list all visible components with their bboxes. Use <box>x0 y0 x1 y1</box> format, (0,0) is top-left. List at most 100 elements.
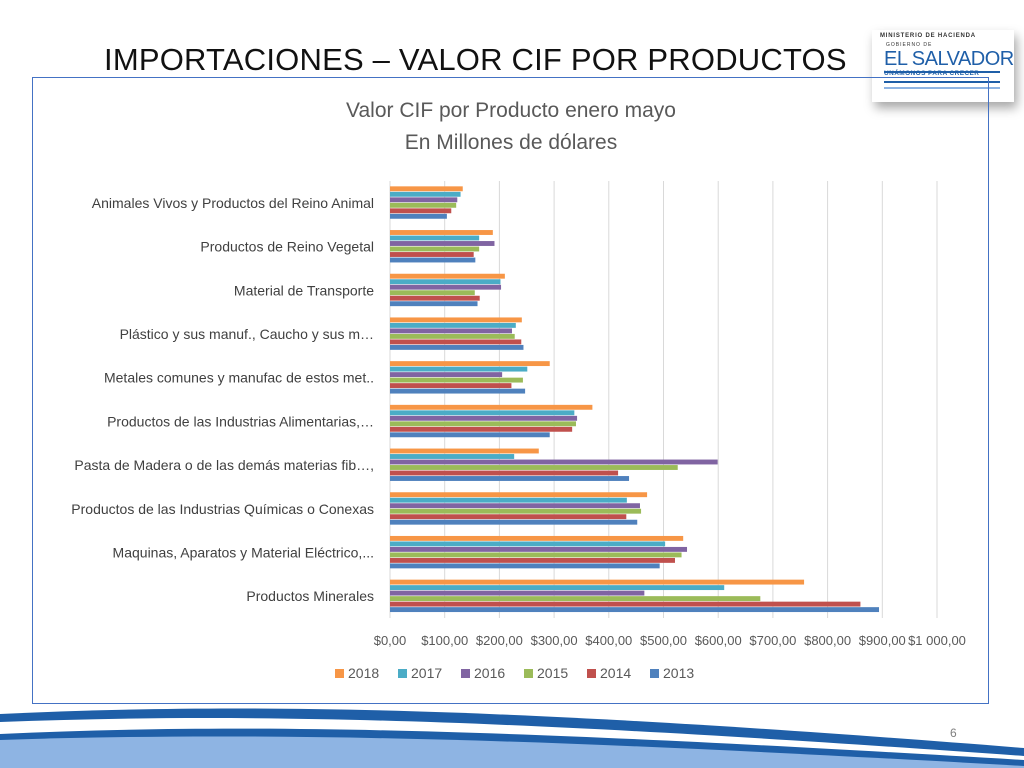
bar-2017 <box>390 279 501 285</box>
bar-2014 <box>390 208 452 214</box>
bar-2014 <box>390 252 474 257</box>
legend-label-2017: 2017 <box>411 665 442 681</box>
category-label: Productos de las Industrias Químicas o C… <box>71 501 374 517</box>
bar-2018 <box>390 579 805 585</box>
bar-2017 <box>390 497 627 503</box>
bar-2017 <box>390 410 575 416</box>
bar-2017 <box>390 366 528 372</box>
x-tick-label: $400,00 <box>585 633 632 648</box>
chart-title: Valor CIF por Producto enero mayo <box>346 99 676 122</box>
bar-2015 <box>390 508 642 514</box>
bar-2016 <box>390 546 688 552</box>
ministry-logo: MINISTERIO DE HACIENDA GOBIERNO DE EL SA… <box>872 30 1014 102</box>
chart-frame: Valor CIF por Producto enero mayo En Mill… <box>32 77 989 704</box>
bar-2017 <box>390 541 666 547</box>
bar-2017 <box>390 454 515 459</box>
x-tick-label: $500,00 <box>640 633 687 648</box>
bar-2014 <box>390 514 627 520</box>
bar-2013 <box>390 563 660 569</box>
bar-2018 <box>390 448 539 454</box>
x-tick-label: $200,00 <box>476 633 523 648</box>
logo-ministry-text: MINISTERIO DE HACIENDA <box>880 33 976 39</box>
bar-2015 <box>390 596 761 602</box>
logo-motto-text: UNÁMONOS PARA CRECER <box>884 70 980 77</box>
bar-2016 <box>390 590 645 596</box>
category-label: Material de Transporte <box>234 282 374 298</box>
logo-stripe <box>884 87 1000 89</box>
bar-2015 <box>390 377 523 383</box>
bar-2018 <box>390 186 463 192</box>
bar-2013 <box>390 301 478 307</box>
legend-swatch-2013 <box>650 669 659 678</box>
bar-2018 <box>390 273 505 279</box>
bar-2016 <box>390 372 503 378</box>
bar-2018 <box>390 361 550 367</box>
category-label: Productos de Reino Vegetal <box>200 239 374 255</box>
page-number: 6 <box>950 726 957 740</box>
bar-2013 <box>390 607 880 613</box>
bar-2018 <box>390 404 593 410</box>
bar-2013 <box>390 432 550 438</box>
logo-stripe <box>884 71 1000 73</box>
bar-2014 <box>390 470 619 476</box>
x-tick-label: $300,00 <box>531 633 578 648</box>
bar-2016 <box>390 197 458 203</box>
x-tick-label: $800,00 <box>804 633 851 648</box>
bar-2013 <box>390 257 476 263</box>
category-label: Productos de las Industrias Alimentarias… <box>107 413 374 429</box>
x-tick-label: $100,00 <box>421 633 468 648</box>
category-label: Productos Minerales <box>246 588 374 604</box>
bar-2014 <box>390 426 573 432</box>
category-label: Animales Vivos y Productos del Reino Ani… <box>92 195 374 211</box>
bar-2017 <box>390 585 725 591</box>
x-tick-label: $600,00 <box>695 633 742 648</box>
bar-2016 <box>390 459 718 465</box>
bar-2018 <box>390 317 522 323</box>
bar-2016 <box>390 241 495 246</box>
legend-label-2016: 2016 <box>474 665 505 681</box>
bar-2014 <box>390 339 522 345</box>
legend-label-2015: 2015 <box>537 665 568 681</box>
logo-government-text: GOBIERNO DE <box>886 42 933 48</box>
bar-2014 <box>390 383 512 389</box>
logo-country-text: EL SALVADOR <box>884 48 1014 70</box>
legend-label-2013: 2013 <box>663 665 694 681</box>
bar-chart: Valor CIF por Producto enero mayo En Mill… <box>71 99 966 681</box>
bar-2015 <box>390 552 682 558</box>
x-tick-label: $900,00 <box>859 633 906 648</box>
category-label: Pasta de Madera o de las demás materias … <box>74 457 374 473</box>
bar-2017 <box>390 322 516 328</box>
x-tick-label: $700,00 <box>749 633 796 648</box>
bar-2013 <box>390 213 447 219</box>
bar-2018 <box>390 535 684 541</box>
bar-2014 <box>390 557 675 563</box>
bar-2018 <box>390 230 493 235</box>
category-label: Metales comunes y manufac de estos met.. <box>104 370 374 386</box>
logo-stripe <box>884 81 1000 83</box>
bar-2017 <box>390 191 461 197</box>
bar-2014 <box>390 295 480 301</box>
bar-2015 <box>390 421 576 427</box>
bar-2015 <box>390 246 480 252</box>
bar-2016 <box>390 503 640 509</box>
legend-label-2018: 2018 <box>348 665 379 681</box>
bar-2015 <box>390 202 457 208</box>
bar-2015 <box>390 333 515 339</box>
slide-title: IMPORTACIONES – VALOR CIF POR PRODUCTOS <box>104 42 847 77</box>
bar-2016 <box>390 284 502 290</box>
legend-swatch-2015 <box>524 669 533 678</box>
legend-swatch-2018 <box>335 669 344 678</box>
x-tick-label: $1 000,00 <box>908 633 966 648</box>
bar-2014 <box>390 601 861 607</box>
legend-swatch-2014 <box>587 669 596 678</box>
x-tick-label: $0,00 <box>374 633 407 648</box>
bar-2018 <box>390 492 648 498</box>
bar-2017 <box>390 235 480 241</box>
legend-swatch-2017 <box>398 669 407 678</box>
bar-2016 <box>390 415 578 421</box>
chart-subtitle: En Millones de dólares <box>405 131 617 154</box>
category-label: Maquinas, Aparatos y Material Eléctrico,… <box>113 544 374 560</box>
decorative-swoosh <box>0 708 1024 768</box>
bar-2013 <box>390 344 524 350</box>
bar-2013 <box>390 476 630 481</box>
